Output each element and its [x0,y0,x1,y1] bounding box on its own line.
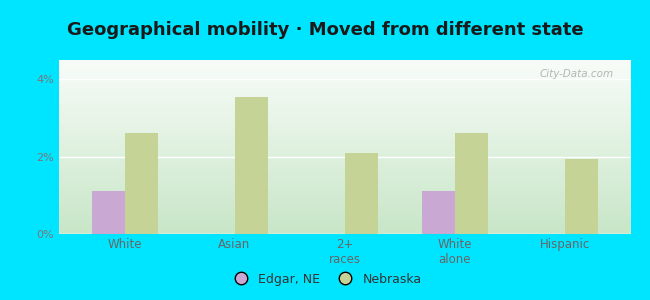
Bar [421,191,454,234]
Text: Geographical mobility · Moved from different state: Geographical mobility · Moved from diffe… [67,21,583,39]
Bar [454,134,488,234]
Bar [564,159,597,234]
Bar [125,134,157,234]
Bar [344,153,378,234]
Bar [235,97,268,234]
Legend: Edgar, NE, Nebraska: Edgar, NE, Nebraska [223,268,427,291]
Bar [92,191,125,234]
Text: City-Data.com: City-Data.com [540,69,614,79]
